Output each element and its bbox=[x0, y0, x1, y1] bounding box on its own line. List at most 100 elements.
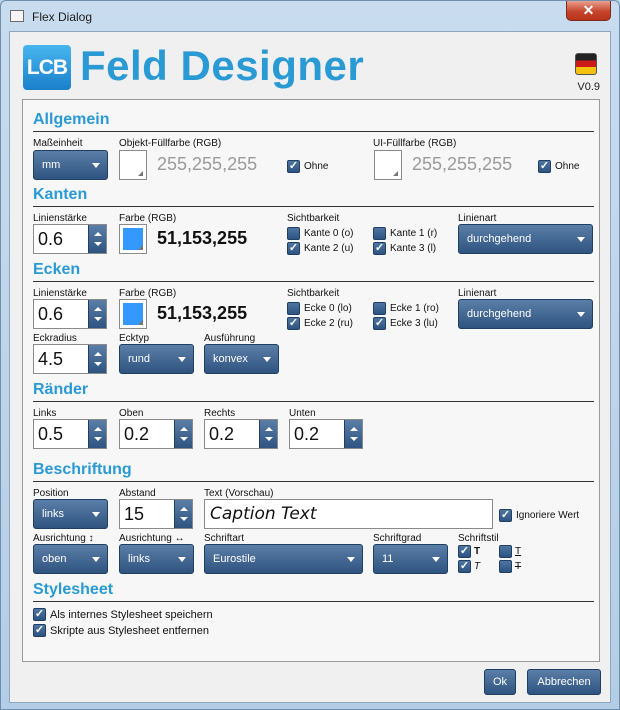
font-value: Eurostile bbox=[213, 553, 256, 565]
arrow-up-icon bbox=[94, 352, 102, 356]
ignore-value-label: Ignoriere Wert bbox=[516, 510, 580, 521]
checkbox-box bbox=[373, 227, 386, 240]
kanten-style-label: Linienart bbox=[458, 213, 497, 224]
ecke-1-checkbox[interactable]: Ecke 1 (ro) bbox=[373, 302, 439, 315]
kante-3-label: Kante 3 (l) bbox=[390, 243, 437, 254]
font-dropdown[interactable]: Eurostile bbox=[204, 544, 363, 574]
radius-stepper[interactable]: 4.5 bbox=[33, 344, 107, 374]
position-dropdown[interactable]: links bbox=[33, 499, 108, 529]
unit-value: mm bbox=[42, 159, 61, 171]
remove-scripts-checkbox[interactable]: ✓ Skripte aus Stylesheet entfernen bbox=[33, 624, 209, 637]
stepper-buttons[interactable] bbox=[259, 420, 277, 448]
ui-fill-color bbox=[378, 154, 398, 176]
chevron-down-icon bbox=[432, 557, 440, 562]
kante-3-checkbox[interactable]: ✓ Kante 3 (l) bbox=[373, 242, 436, 255]
halign-dropdown[interactable]: links bbox=[119, 544, 194, 574]
flag-germany-icon[interactable] bbox=[575, 53, 597, 75]
kante-2-checkbox[interactable]: ✓ Kante 2 (u) bbox=[287, 242, 353, 255]
kante-1-checkbox[interactable]: Kante 1 (r) bbox=[373, 227, 437, 240]
ecke-0-label: Ecke 0 (lo) bbox=[304, 303, 352, 314]
obj-none-checkbox[interactable]: ✓ Ohne bbox=[287, 160, 328, 173]
arrow-up-icon bbox=[350, 427, 358, 431]
strike-toggle[interactable]: T bbox=[499, 560, 521, 573]
underline-toggle[interactable]: T bbox=[499, 545, 521, 558]
arrow-down-icon bbox=[350, 437, 358, 441]
distance-stepper[interactable]: 15 bbox=[119, 499, 193, 529]
section-ecken: Ecken bbox=[33, 261, 81, 278]
ui-none-checkbox[interactable]: ✓ Ohne bbox=[538, 160, 579, 173]
valign-value: oben bbox=[42, 553, 67, 565]
check-icon: ✓ bbox=[287, 160, 300, 173]
chevron-down-icon bbox=[178, 357, 186, 362]
margin-top-stepper[interactable]: 0.2 bbox=[119, 419, 193, 449]
font-size-dropdown[interactable]: 11 bbox=[373, 544, 448, 574]
kanten-style-dropdown[interactable]: durchgehend bbox=[458, 224, 593, 254]
position-value: links bbox=[42, 508, 65, 520]
ecke-2-checkbox[interactable]: ✓ Ecke 2 (ru) bbox=[287, 317, 353, 330]
check-icon: ✓ bbox=[538, 160, 551, 173]
checkbox-box bbox=[287, 302, 300, 315]
distance-label: Abstand bbox=[119, 488, 156, 499]
checkbox-box bbox=[499, 560, 512, 573]
corner-icon bbox=[138, 171, 143, 176]
stepper-buttons[interactable] bbox=[88, 420, 106, 448]
bold-toggle[interactable]: ✓ T bbox=[458, 545, 480, 558]
kanten-width-label: Linienstärke bbox=[33, 213, 87, 224]
ecken-color-swatch[interactable] bbox=[119, 299, 147, 329]
app-title: Feld Designer bbox=[80, 42, 365, 89]
margin-right-stepper[interactable]: 0.2 bbox=[204, 419, 278, 449]
arrow-up-icon bbox=[94, 307, 102, 311]
unit-dropdown[interactable]: mm bbox=[33, 150, 108, 180]
arrow-down-icon bbox=[180, 517, 188, 521]
divider bbox=[33, 601, 594, 602]
kanten-color-swatch[interactable] bbox=[119, 224, 147, 254]
chevron-down-icon bbox=[92, 557, 100, 562]
italic-toggle[interactable]: ✓ T bbox=[458, 560, 480, 573]
position-label: Position bbox=[33, 488, 69, 499]
close-button[interactable]: ✕ bbox=[566, 1, 611, 21]
corner-type-dropdown[interactable]: rund bbox=[119, 344, 194, 374]
ecken-style-dropdown[interactable]: durchgehend bbox=[458, 299, 593, 329]
stepper-buttons[interactable] bbox=[344, 420, 362, 448]
font-style-label: Schriftstil bbox=[458, 533, 499, 544]
corner-type-label: Ecktyp bbox=[119, 333, 150, 344]
ecken-color-value: 51,153,255 bbox=[157, 303, 248, 323]
bold-label: T bbox=[474, 546, 481, 557]
stepper-buttons[interactable] bbox=[88, 225, 106, 253]
arrow-up-icon bbox=[94, 232, 102, 236]
chevron-down-icon bbox=[577, 237, 585, 242]
margin-left-stepper[interactable]: 0.5 bbox=[33, 419, 107, 449]
ignore-value-checkbox[interactable]: ✓ Ignoriere Wert bbox=[499, 509, 579, 522]
margin-left-value: 0.5 bbox=[38, 424, 64, 444]
stepper-buttons[interactable] bbox=[174, 500, 192, 528]
exec-dropdown[interactable]: konvex bbox=[204, 344, 279, 374]
version-label: V0.9 bbox=[577, 81, 600, 93]
ecken-color bbox=[123, 303, 143, 325]
kante-0-checkbox[interactable]: Kante 0 (o) bbox=[287, 227, 353, 240]
kanten-width-stepper[interactable]: 0.6 bbox=[33, 224, 107, 254]
ecke-3-checkbox[interactable]: ✓ Ecke 3 (lu) bbox=[373, 317, 438, 330]
arrow-up-icon bbox=[180, 427, 188, 431]
kanten-color bbox=[123, 228, 143, 250]
stepper-buttons[interactable] bbox=[174, 420, 192, 448]
ui-fill-swatch[interactable] bbox=[374, 150, 402, 180]
valign-dropdown[interactable]: oben bbox=[33, 544, 108, 574]
check-icon: ✓ bbox=[33, 624, 46, 637]
caption-text-input[interactable]: Caption Text bbox=[204, 499, 493, 529]
ecke-0-checkbox[interactable]: Ecke 0 (lo) bbox=[287, 302, 352, 315]
margin-bottom-stepper[interactable]: 0.2 bbox=[289, 419, 363, 449]
save-stylesheet-checkbox[interactable]: ✓ Als internes Stylesheet speichern bbox=[33, 608, 213, 621]
font-size-label: Schriftgrad bbox=[373, 533, 422, 544]
ecken-width-stepper[interactable]: 0.6 bbox=[33, 299, 107, 329]
italic-label: T bbox=[474, 561, 481, 572]
ok-button[interactable]: Ok bbox=[484, 669, 516, 695]
divider bbox=[33, 401, 594, 402]
check-icon: ✓ bbox=[287, 242, 300, 255]
check-icon: ✓ bbox=[373, 242, 386, 255]
stepper-buttons[interactable] bbox=[88, 300, 106, 328]
stepper-buttons[interactable] bbox=[88, 345, 106, 373]
arrow-down-icon bbox=[94, 317, 102, 321]
cancel-button[interactable]: Abbrechen bbox=[527, 669, 601, 695]
obj-fill-swatch[interactable] bbox=[119, 150, 147, 180]
obj-fill-color bbox=[123, 154, 143, 176]
